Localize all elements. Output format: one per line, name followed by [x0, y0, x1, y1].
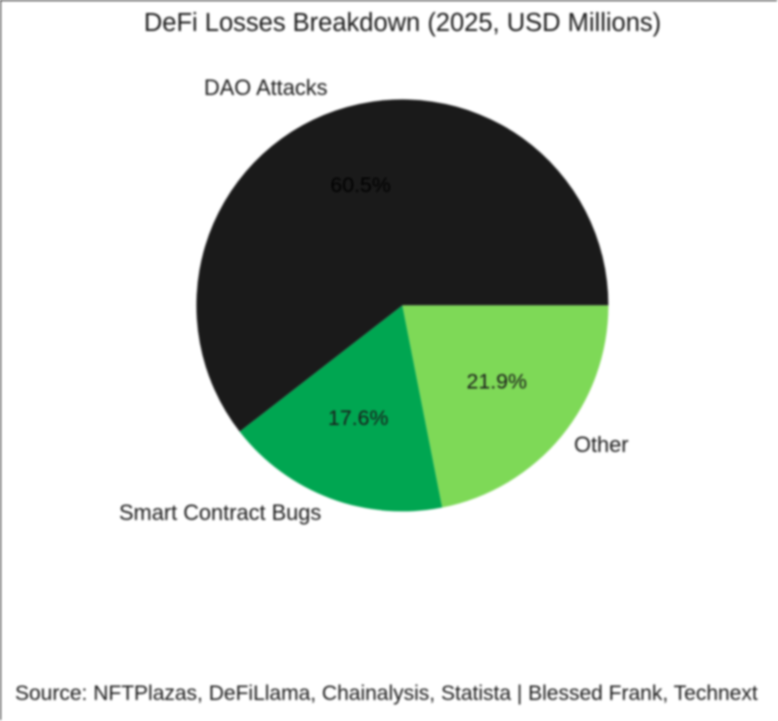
svg-text:DAO Attacks: DAO Attacks — [204, 75, 328, 100]
svg-text:21.9%: 21.9% — [467, 370, 527, 394]
svg-text:17.6%: 17.6% — [328, 406, 388, 430]
svg-text:Other: Other — [574, 432, 629, 457]
svg-text:60.5%: 60.5% — [330, 173, 390, 197]
svg-text:Smart Contract Bugs: Smart Contract Bugs — [119, 500, 321, 525]
